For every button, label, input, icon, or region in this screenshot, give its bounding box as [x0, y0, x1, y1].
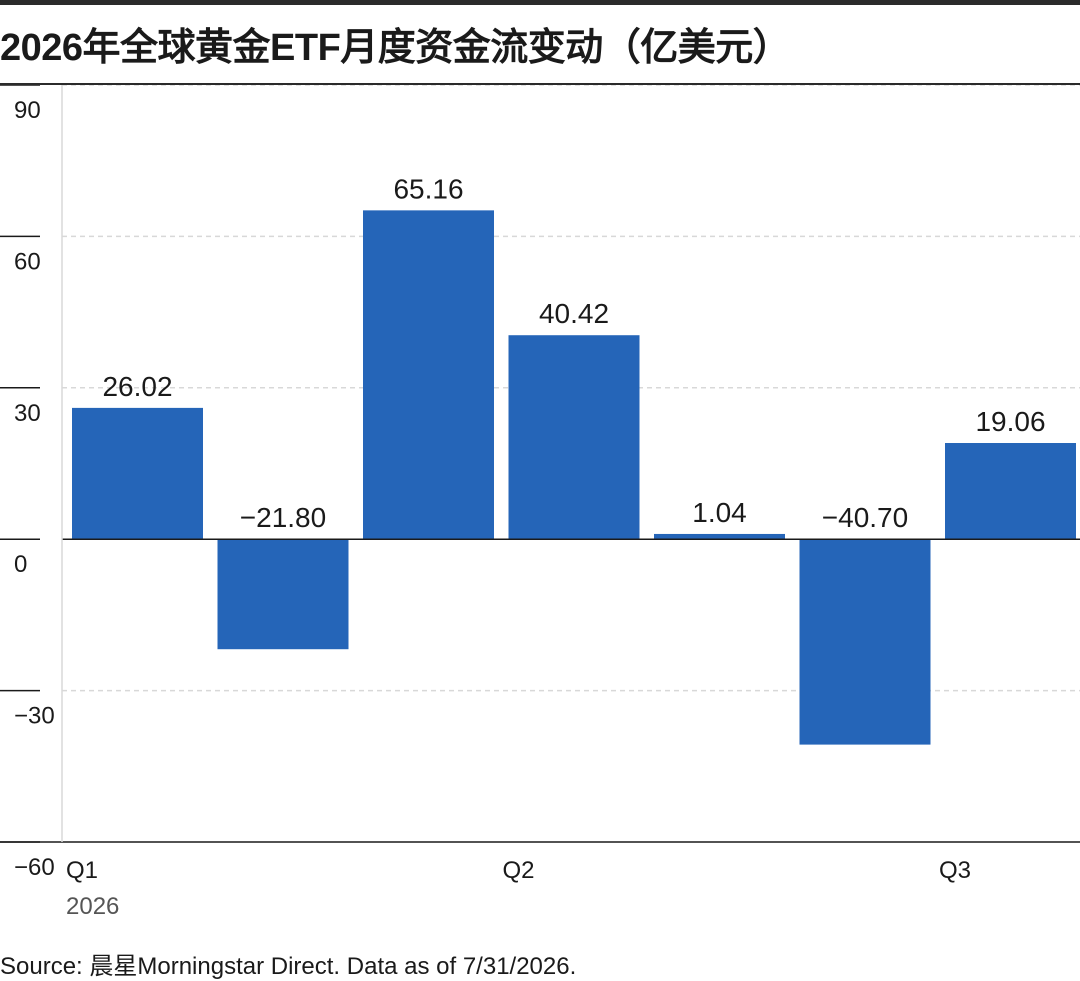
y-tick-label: 0 [14, 551, 27, 578]
bar [508, 335, 640, 540]
title-rule [0, 83, 1080, 85]
bar [654, 533, 785, 540]
y-tick-label: 60 [14, 248, 41, 275]
bar-value-label: 65.16 [393, 173, 463, 204]
bar-value-label: 40.42 [539, 298, 609, 329]
bar-value-label: 1.04 [692, 497, 747, 528]
bar [72, 407, 203, 540]
bar [945, 443, 1076, 540]
x-tick-label: Q1 [66, 857, 98, 884]
source-note: Source: 晨星Morningstar Direct. Data as of… [0, 953, 577, 980]
y-tick-label: 90 [14, 97, 41, 124]
top-rule [0, 0, 1080, 5]
x-tick-label: Q3 [939, 857, 971, 884]
bar [363, 210, 494, 540]
y-tick-label: −60 [14, 854, 55, 881]
bar-value-label: 26.02 [102, 371, 172, 402]
chart-title: 2026年全球黄金ETF月度资金流变动（亿美元） [0, 27, 791, 69]
y-tick-label: −30 [14, 703, 55, 730]
bar-value-label: −21.80 [240, 502, 326, 533]
bar-value-label: −40.70 [822, 502, 908, 533]
y-tick-label: 30 [14, 400, 41, 427]
bar [799, 539, 931, 745]
bar-chart: 90 60 30 0 −30 −60 26.02 −21.80 65.16 40.42 1.04 −4… [0, 85, 1080, 920]
x-tick-label: Q2 [503, 857, 535, 884]
x-year-label: 2026 [66, 893, 119, 920]
bar-value-label: 19.06 [975, 406, 1045, 437]
bar [217, 539, 349, 650]
